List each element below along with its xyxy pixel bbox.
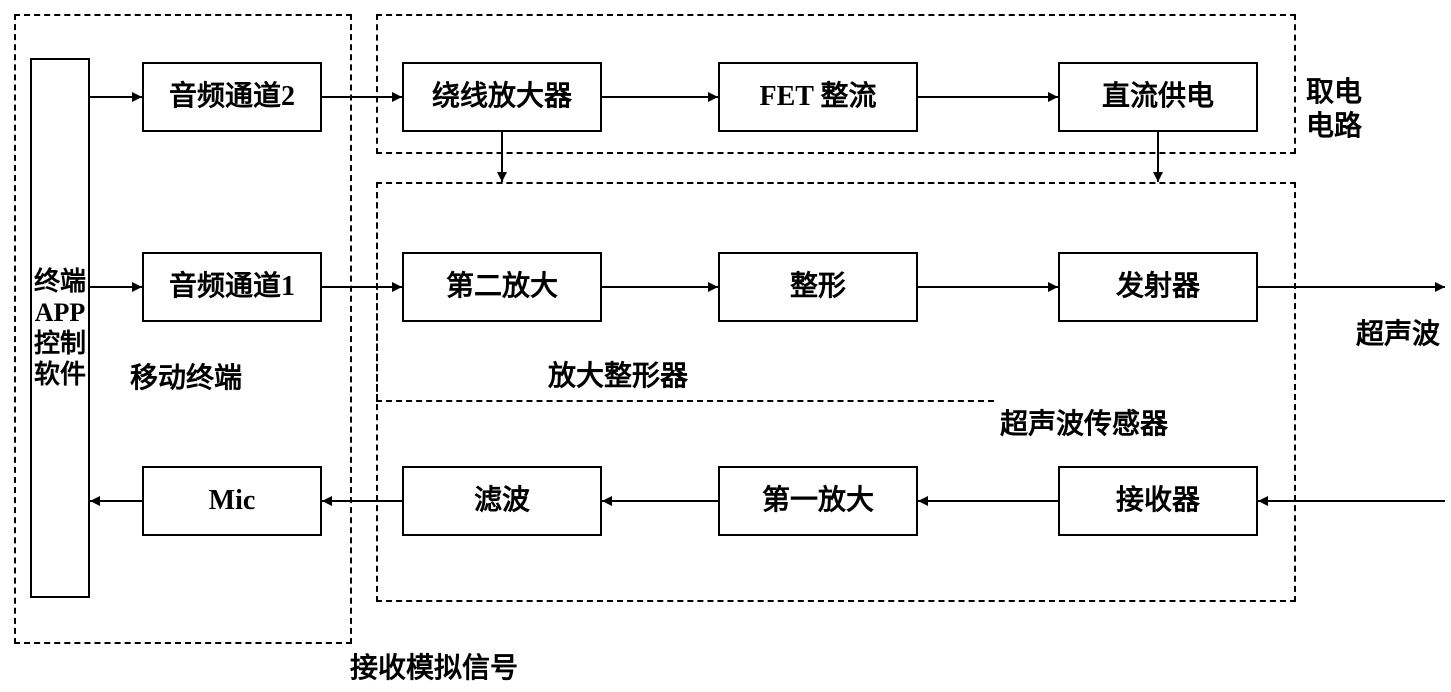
node-receiver: 接收器 [1058, 466, 1258, 536]
node-filter: 滤波 [402, 466, 602, 536]
node-filter-label: 滤波 [474, 484, 530, 518]
node-terminal-app: 终端 APP 控制 软件 [30, 58, 90, 598]
label-ultrasonic: 超声波 [1356, 318, 1440, 352]
label-power-circuit: 取电 电路 [1306, 76, 1362, 143]
node-audio-ch1-label: 音频通道1 [169, 270, 295, 304]
node-audio-ch2: 音频通道2 [142, 62, 322, 132]
node-first-amp-label: 第一放大 [762, 484, 874, 518]
node-shaping-label: 整形 [790, 270, 846, 304]
node-audio-ch1: 音频通道1 [142, 252, 322, 322]
node-mic: Mic [142, 466, 322, 536]
node-first-amp: 第一放大 [718, 466, 918, 536]
label-us-sensor: 超声波传感器 [1000, 408, 1168, 442]
node-fet-rect-label: FET 整流 [760, 80, 877, 114]
node-second-amp: 第二放大 [402, 252, 602, 322]
node-dc-supply: 直流供电 [1058, 62, 1258, 132]
node-fet-rect: FET 整流 [718, 62, 918, 132]
node-audio-ch2-label: 音频通道2 [169, 80, 295, 114]
node-coil-amp: 绕线放大器 [402, 62, 602, 132]
node-transmitter-label: 发射器 [1116, 270, 1200, 304]
node-shaping: 整形 [718, 252, 918, 322]
label-mobile-terminal: 移动终端 [130, 362, 242, 396]
group-main-lower [376, 182, 1296, 602]
node-terminal-app-label: 终端 APP 控制 软件 [34, 266, 86, 391]
label-amp-shaper: 放大整形器 [548, 360, 688, 394]
node-dc-supply-label: 直流供电 [1102, 80, 1214, 114]
node-second-amp-label: 第二放大 [446, 270, 558, 304]
node-receiver-label: 接收器 [1116, 484, 1200, 518]
label-rx-analog: 接收模拟信号 [350, 652, 518, 686]
node-transmitter: 发射器 [1058, 252, 1258, 322]
node-coil-amp-label: 绕线放大器 [432, 80, 572, 114]
node-mic-label: Mic [209, 484, 256, 518]
